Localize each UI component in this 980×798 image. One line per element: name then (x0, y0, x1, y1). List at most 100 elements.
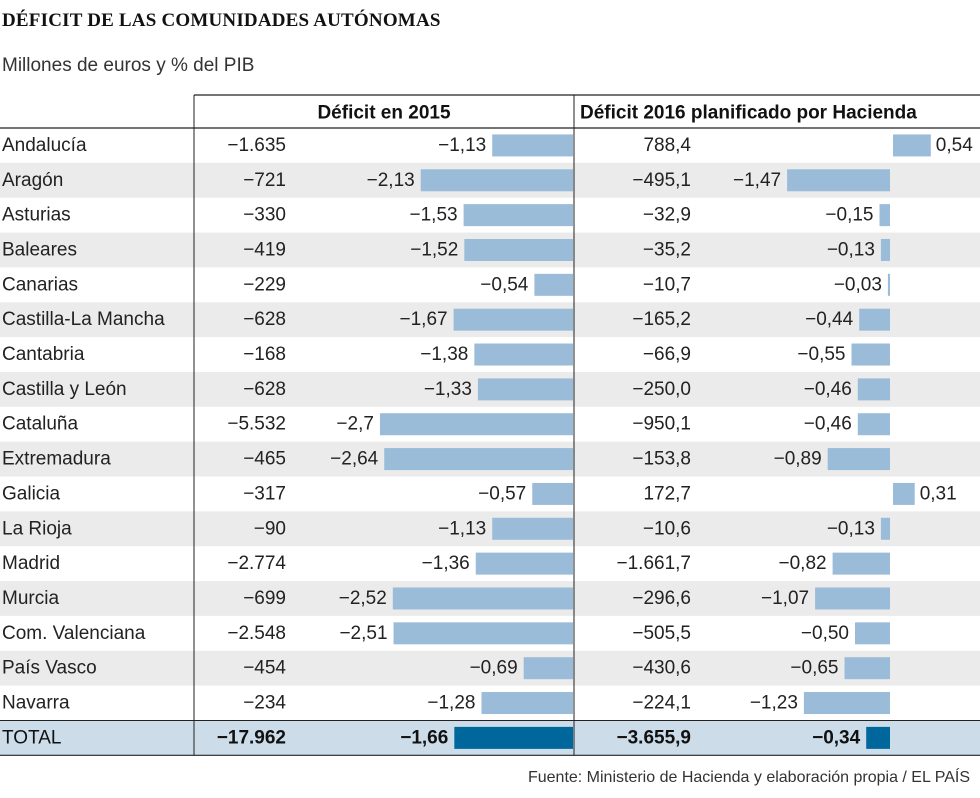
millions-2016: −32,9 (643, 205, 691, 226)
pct-2015-label: −1,52 (410, 239, 458, 260)
bar-2016 (893, 134, 931, 157)
region-name: Baleares (2, 239, 77, 260)
millions-2016: −250,0 (632, 379, 691, 400)
pct-2016-label: 0,54 (936, 135, 973, 156)
bar-2015 (453, 308, 573, 331)
region-name: Castilla y León (2, 379, 127, 400)
chart-title: DÉFICIT DE LAS COMUNIDADES AUTÓNOMAS (2, 10, 441, 31)
millions-2016: 788,4 (643, 135, 691, 156)
bar-2015 (477, 378, 573, 401)
pct-2015-label: −1,36 (422, 553, 470, 574)
bar-2015 (393, 622, 573, 645)
pct-2016-label: −0,15 (825, 205, 873, 226)
pct-2016-label: −1,47 (733, 170, 781, 191)
pct-2016-label: −0,55 (797, 344, 845, 365)
millions-2016: −10,6 (643, 518, 691, 539)
millions-2016: −66,9 (643, 344, 691, 365)
millions-2016: −153,8 (632, 449, 691, 470)
pct-2016-label: −0,46 (804, 414, 852, 435)
bar-2015 (474, 343, 573, 366)
region-name: Castilla-La Mancha (2, 309, 165, 330)
millions-2015: −699 (243, 588, 286, 609)
millions-2015: −419 (243, 239, 286, 260)
millions-2015: −234 (243, 693, 286, 714)
column-header-2016: Déficit 2016 planificado por Hacienda (580, 103, 917, 124)
pct-2015-label: −2,7 (336, 414, 374, 435)
total-bar-2015 (454, 726, 573, 749)
millions-2016: −165,2 (632, 309, 691, 330)
pct-2015-label: −1,38 (420, 344, 468, 365)
pct-2015-label: −2,13 (367, 170, 415, 191)
millions-2016: −505,5 (632, 623, 691, 644)
bar-2016 (844, 657, 890, 680)
millions-2015: −2.548 (227, 623, 286, 644)
bar-2015 (463, 204, 573, 227)
millions-2015: −454 (243, 658, 286, 679)
region-name: Asturias (2, 205, 71, 226)
millions-2016: −430,6 (632, 658, 691, 679)
pct-2016-label: −0,50 (801, 623, 849, 644)
pct-2016-label: 0,31 (920, 483, 957, 504)
region-name: Cataluña (2, 414, 78, 435)
bar-2016 (893, 482, 915, 505)
bar-2015 (492, 517, 573, 540)
pct-2016-label: −0,89 (774, 449, 822, 470)
row-stripe (0, 511, 980, 547)
millions-2015: −17.962 (217, 727, 286, 748)
column-header-2015: Déficit en 2015 (317, 103, 450, 124)
pct-2015-label: −1,67 (400, 309, 448, 330)
pct-2016-label: −0,13 (827, 518, 875, 539)
millions-2015: −628 (243, 309, 286, 330)
pct-2015-label: −1,13 (438, 135, 486, 156)
region-name: Com. Valenciana (2, 623, 146, 644)
millions-2015: −90 (254, 518, 286, 539)
millions-2016: −10,7 (643, 274, 691, 295)
region-name: Cantabria (2, 344, 85, 365)
millions-2016: −296,6 (632, 588, 691, 609)
pct-2015-label: −1,66 (400, 727, 448, 748)
region-name: Madrid (2, 553, 60, 574)
millions-2016: −224,1 (632, 693, 691, 714)
bar-2015 (464, 238, 573, 261)
region-name: Canarias (2, 274, 78, 295)
millions-2015: −317 (243, 483, 286, 504)
pct-2016-label: −0,46 (804, 379, 852, 400)
pct-2015-label: −1,53 (410, 205, 458, 226)
pct-2015-label: −0,57 (478, 483, 526, 504)
region-name: Navarra (2, 693, 70, 714)
millions-2015: −2.774 (227, 553, 286, 574)
bar-2016 (880, 238, 890, 261)
bar-2015 (420, 169, 573, 192)
total-bar-2016 (866, 726, 890, 749)
bar-2016 (851, 343, 890, 366)
region-name: Andalucía (2, 135, 87, 156)
millions-2016: 172,7 (643, 483, 691, 504)
millions-2015: −628 (243, 379, 286, 400)
region-name: Murcia (2, 588, 59, 609)
pct-2016-label: −0,13 (827, 239, 875, 260)
millions-2015: −465 (243, 449, 286, 470)
millions-2016: −1.661,7 (617, 553, 692, 574)
pct-2015-label: −1,13 (438, 518, 486, 539)
bar-2016 (803, 692, 890, 715)
bar-2016 (879, 204, 890, 227)
bar-2016 (880, 517, 890, 540)
bar-2016 (857, 413, 890, 436)
bar-2016 (787, 169, 890, 192)
bar-2016 (857, 378, 890, 401)
pct-2015-label: −0,69 (470, 658, 518, 679)
region-name: Galicia (2, 483, 61, 504)
pct-2015-label: −0,54 (480, 274, 529, 295)
millions-2015: −168 (243, 344, 286, 365)
region-name: País Vasco (2, 658, 97, 679)
millions-2015: −330 (243, 205, 286, 226)
millions-2016: −35,2 (643, 239, 691, 260)
pct-2015-label: −2,51 (339, 623, 387, 644)
pct-2015-label: −1,33 (424, 379, 472, 400)
bar-2016 (827, 448, 890, 471)
millions-2015: −721 (243, 170, 286, 191)
region-name: La Rioja (2, 518, 72, 539)
region-name: Aragón (2, 170, 63, 191)
bar-2015 (523, 657, 573, 680)
